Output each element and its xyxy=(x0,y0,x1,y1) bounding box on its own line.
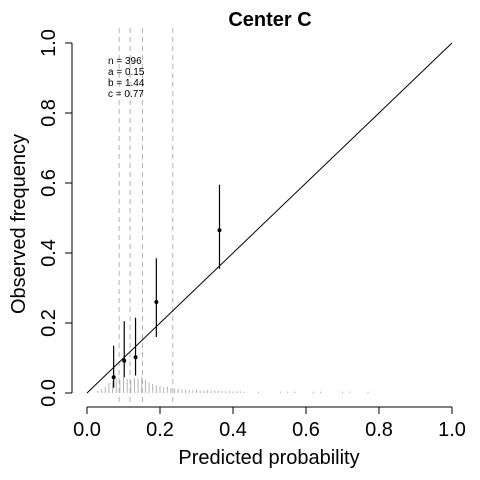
calibration-points xyxy=(111,184,222,388)
x-tick-label: 1.0 xyxy=(438,419,466,441)
rug-histogram xyxy=(97,377,369,393)
y-axis: 0.0 0.2 0.4 0.6 0.8 1.0 xyxy=(38,29,73,407)
chart-title: Center C xyxy=(228,9,311,31)
stat-line: n = 396 xyxy=(108,56,142,67)
y-axis-label: Observed frequency xyxy=(8,134,30,314)
y-tick-label: 0.2 xyxy=(38,309,60,337)
stat-line: c = 0.77 xyxy=(108,89,144,100)
stat-line: a = 0.15 xyxy=(108,67,145,78)
x-axis-label: Predicted probability xyxy=(178,447,359,469)
y-tick-label: 0.8 xyxy=(38,99,60,127)
data-point xyxy=(122,358,127,363)
data-point xyxy=(217,228,222,233)
x-tick-label: 0.8 xyxy=(365,419,393,441)
data-point xyxy=(154,300,159,304)
y-tick-label: 0.4 xyxy=(38,239,60,267)
y-tick-label: 0.0 xyxy=(38,379,60,407)
x-tick-label: 0.4 xyxy=(219,419,247,441)
data-point xyxy=(133,355,138,360)
x-tick-label: 0.0 xyxy=(73,419,101,441)
x-tick-label: 0.6 xyxy=(292,419,320,441)
y-tick-label: 0.6 xyxy=(38,169,60,197)
x-tick-label: 0.2 xyxy=(146,419,174,441)
reference-line xyxy=(86,42,453,394)
stat-line: b = 1.44 xyxy=(108,78,145,89)
x-axis: 0.0 0.2 0.4 0.6 0.8 1.0 xyxy=(73,406,466,441)
y-tick-label: 1.0 xyxy=(38,29,60,57)
data-point xyxy=(111,375,116,380)
